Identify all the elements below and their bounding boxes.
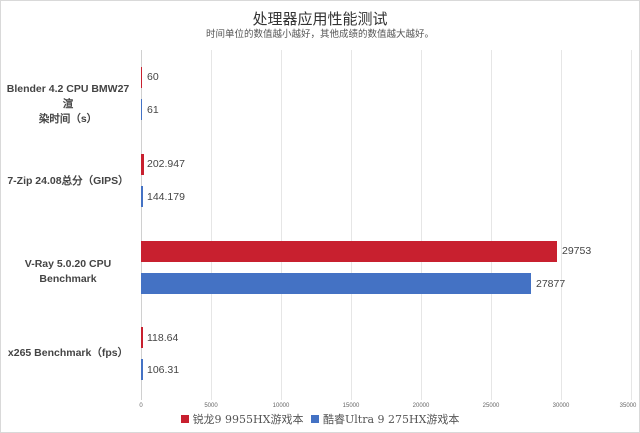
data-label: 61 [147,104,159,116]
axis-line [141,50,142,400]
gridline [631,50,632,400]
x-tick-label: 25000 [482,403,500,409]
plot-area [141,50,632,400]
bar-series2 [141,359,143,380]
x-tick-label: 30000 [552,403,570,409]
data-label: 144.179 [147,191,185,203]
category-label-7zip: 7-Zip 24.08总分（GIPS） [2,174,134,189]
legend-label: 锐龙9 9955HX游戏本 [192,413,304,426]
bar-series2 [141,99,142,120]
bar-series1 [141,154,144,175]
category-label-line: 7-Zip 24.08总分（GIPS） [7,175,129,187]
x-tick-label: 35000 [619,403,637,409]
gridline [211,50,212,400]
data-label: 106.31 [147,364,180,376]
data-label: 118.64 [147,332,179,344]
legend-item-series1[interactable]: 锐龙9 9955HX游戏本 [180,411,304,427]
legend-swatch-icon [310,415,319,423]
category-label-line: 染时间（s） [38,113,98,125]
gridline [281,50,282,400]
gridline [351,50,352,400]
bar-series1 [141,327,143,348]
legend-swatch-icon [180,415,189,423]
gridline [421,50,422,400]
category-label-line: x265 Benchmark（fps） [7,347,129,359]
x-tick-label: 5000 [204,403,218,409]
bar-series1 [141,241,557,262]
gridline [561,50,562,400]
data-label: 29753 [562,245,592,257]
category-label-blender: Blender 4.2 CPU BMW27渲 染时间（s） [2,82,134,127]
legend: 锐龙9 9955HX游戏本 酷睿Ultra 9 275HX游戏本 [0,411,640,427]
x-tick-label: 15000 [342,403,360,409]
chart-subtitle: 时间单位的数值越小越好，其他成绩的数值越大越好。 [205,29,434,40]
legend-label: 酷睿Ultra 9 275HX游戏本 [322,413,460,426]
gridline [491,50,492,400]
category-label-line: Benchmark [39,273,97,285]
chart-title: 处理器应用性能测试 [252,10,388,28]
data-label: 60 [147,71,159,83]
bar-series1 [141,67,142,88]
legend-item-series2[interactable]: 酷睿Ultra 9 275HX游戏本 [310,411,460,427]
category-label-x265: x265 Benchmark（fps） [2,346,134,361]
category-label-vray: V-Ray 5.0.20 CPU Benchmark [2,257,134,287]
category-label-line: Blender 4.2 CPU BMW27渲 [6,83,130,110]
x-tick-label: 10000 [272,403,290,409]
category-label-line: V-Ray 5.0.20 CPU [24,258,112,270]
data-label: 27877 [536,278,566,290]
x-tick-label: 0 [139,403,143,409]
data-label: 202.947 [147,158,185,170]
bar-series2 [141,273,531,294]
x-tick-label: 20000 [412,403,430,409]
bar-series2 [141,186,143,207]
